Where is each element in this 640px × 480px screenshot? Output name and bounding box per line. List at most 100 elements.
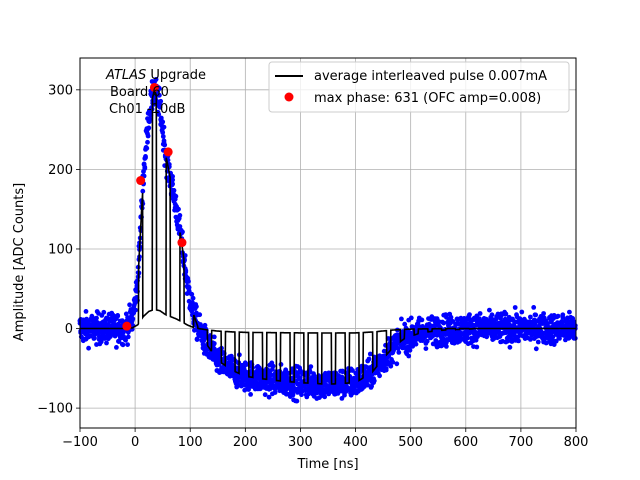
scatter-point [571, 319, 577, 325]
average-pulse-path [80, 87, 576, 385]
scatter-point [142, 164, 148, 170]
scatter-point [519, 309, 525, 315]
x-tick-label: −100 [62, 435, 98, 450]
scatter-point [266, 394, 272, 400]
max-phase-point [177, 238, 187, 248]
x-tick-label: 300 [288, 435, 313, 450]
scatter-point [125, 334, 131, 340]
scatter-point [194, 304, 199, 309]
scatter-point [555, 313, 561, 319]
scatter-point [161, 124, 167, 130]
scatter-point [246, 387, 252, 392]
scatter-point [171, 188, 177, 193]
scatter-point [170, 181, 176, 187]
scatter-point [531, 305, 537, 310]
y-tick-label: 100 [48, 242, 73, 257]
legend-entry-max-phase: max phase: 631 (OFC amp=0.008) [314, 91, 541, 106]
max-phase-point [122, 321, 132, 331]
scatter-point [366, 356, 372, 362]
scatter-point [326, 391, 332, 397]
scatter-point [147, 117, 153, 122]
scatter-point [297, 375, 303, 381]
scatter-point [474, 344, 480, 350]
scatter-point [369, 383, 374, 389]
scatter-point [123, 337, 128, 343]
scatter-point [528, 337, 533, 342]
scatter-point [487, 307, 492, 313]
y-tick-label: 0 [65, 322, 73, 337]
scatter-point [177, 213, 183, 218]
legend-dot-swatch [284, 92, 294, 102]
scatter-point [176, 206, 181, 212]
scatter-point [98, 339, 104, 345]
scatter-point [145, 133, 151, 139]
scatter-point [465, 335, 470, 341]
scatter-point [419, 317, 425, 323]
scatter-point [388, 363, 394, 369]
scatter-point [123, 311, 129, 317]
scatter-point [162, 142, 168, 148]
scatter-point [229, 353, 234, 359]
scatter-point [503, 311, 509, 317]
max-phase-point [163, 147, 173, 157]
scatter-point [157, 102, 163, 108]
annotation-line-2: Board 60 [110, 85, 169, 100]
max-phase-points [122, 82, 187, 331]
annotation-upgrade: Upgrade [146, 68, 206, 83]
scatter-point [160, 119, 166, 125]
scatter-point [533, 312, 539, 318]
scatter-point [367, 351, 373, 357]
scatter-point [144, 145, 150, 151]
scatter-point [386, 353, 392, 359]
scatter-point [394, 361, 400, 367]
scatter-point [248, 392, 254, 397]
scatter-point [383, 367, 389, 373]
scatter-point [127, 302, 132, 308]
scatter-point [115, 313, 121, 318]
scatter-point [189, 291, 195, 297]
scatter-point [170, 177, 176, 183]
scatter-point [441, 320, 447, 326]
scatter-point [402, 321, 408, 327]
scatter-point [202, 322, 208, 328]
scatter-point [467, 312, 472, 317]
y-tick-label: 300 [48, 83, 73, 98]
scatter-point [395, 346, 401, 351]
scatter-point [308, 364, 314, 369]
scatter-point [104, 340, 109, 346]
scatter-point [177, 224, 183, 229]
scatter-point [290, 391, 296, 397]
scatter-point [270, 363, 276, 369]
scatter-point [157, 92, 162, 98]
scatter-point [116, 339, 122, 344]
scatter-point [140, 188, 146, 194]
scatter-point [211, 341, 217, 346]
scatter-point [477, 311, 483, 316]
scatter-point [153, 77, 159, 82]
scatter-point [145, 139, 150, 145]
scatter-point [535, 339, 541, 345]
scatter-point [92, 335, 97, 341]
scatter-point [160, 130, 166, 135]
scatter-point [557, 336, 562, 341]
scatter-point [512, 305, 518, 310]
scatter-point [133, 307, 139, 313]
scatter-point [130, 316, 136, 322]
x-tick-label: 200 [233, 435, 258, 450]
scatter-point [186, 285, 192, 290]
legend-box [268, 61, 570, 113]
x-tick-label: 500 [398, 435, 423, 450]
scatter-point [125, 342, 130, 347]
scatter-point [396, 350, 402, 355]
scatter-point [390, 359, 396, 365]
x-axis-label: Time [ns] [296, 457, 358, 472]
scatter-point [170, 174, 176, 179]
scatter-point [120, 342, 126, 348]
scatter-point [406, 353, 412, 359]
scatter-point [505, 338, 511, 344]
scatter-point [160, 134, 166, 139]
scatter-point [342, 392, 347, 398]
scatter-point [101, 309, 107, 315]
scatter-point [567, 309, 572, 315]
y-tick-label: 200 [48, 163, 73, 178]
